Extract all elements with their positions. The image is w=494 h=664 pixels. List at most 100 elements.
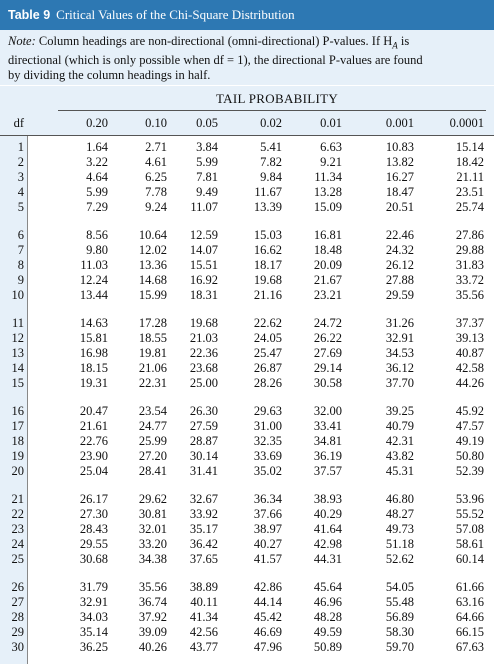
table-row: 7 9.80 12.02 14.07 16.62 18.48 24.32 29.88	[0, 243, 494, 258]
table-row: 19 23.90 27.20 30.14 33.69 36.19 43.82 50.80	[0, 449, 494, 464]
value-cell: 25.00	[189, 376, 218, 390]
value-cell: 11.67	[254, 185, 282, 199]
value-cell: 61.66	[455, 580, 484, 594]
value-cell: 29.88	[455, 243, 484, 257]
note-line-1: Note: Column headings are non-directiona…	[8, 34, 486, 53]
value-cell: 18.47	[385, 185, 414, 199]
table-title: Critical Values of the Chi-Square Distri…	[56, 7, 295, 22]
value-cell: 21.16	[253, 288, 282, 302]
value-cell: 18.15	[79, 361, 108, 375]
value-cell: 5.99	[196, 155, 218, 169]
column-header-0-10: 0.10	[145, 116, 167, 130]
value-cell: 42.56	[189, 625, 218, 639]
value-cell: 33.20	[138, 537, 167, 551]
value-cell: 9.49	[196, 185, 218, 199]
table-row: 17 21.61 24.77 27.59 31.00 33.41 40.79 47.57	[0, 419, 494, 434]
value-cell: 18.55	[138, 331, 167, 345]
value-cell: 22.46	[385, 228, 414, 242]
value-cell: 6.25	[145, 170, 167, 184]
value-cell: 38.89	[189, 580, 218, 594]
value-cell: 56.89	[385, 610, 414, 624]
table-row: 6 8.56 10.64 12.59 15.03 16.81 22.46 27.86	[0, 228, 494, 243]
value-cell: 22.36	[189, 346, 218, 360]
value-cell: 31.41	[189, 464, 218, 478]
value-cell: 13.28	[313, 185, 342, 199]
value-cell: 42.31	[385, 434, 414, 448]
table-row: 3 4.64 6.25 7.81 9.84 11.34 16.27 21.11	[0, 170, 494, 185]
value-cell: 15.09	[313, 200, 342, 214]
table-row: 26 31.79 35.56 38.89 42.86 45.64 54.05 61.66	[0, 580, 494, 595]
value-cell: 54.05	[385, 580, 414, 594]
value-cell: 34.53	[385, 346, 414, 360]
value-cell: 32.35	[253, 434, 282, 448]
table-row: 11 14.63 17.28 19.68 22.62 24.72 31.26 37.37	[0, 316, 494, 331]
df-cell: 29	[11, 625, 25, 639]
value-cell: 30.68	[79, 552, 108, 566]
value-cell: 29.63	[253, 404, 282, 418]
note-text-1: Column headings are non-directional (omn…	[35, 34, 393, 48]
value-cell: 8.56	[86, 228, 108, 242]
df-header: df	[13, 116, 24, 130]
value-cell: 26.87	[253, 361, 282, 375]
value-cell: 31.00	[253, 419, 282, 433]
value-cell: 7.81	[196, 170, 218, 184]
column-header-0-0001: 0.0001	[449, 116, 484, 130]
value-cell: 39.09	[138, 625, 167, 639]
value-cell: 5.99	[86, 185, 108, 199]
value-cell: 36.25	[79, 640, 108, 654]
value-cell: 55.52	[455, 507, 484, 521]
table-row: 9 12.24 14.68 16.92 19.68 21.67 27.88 33.72	[0, 273, 494, 288]
df-cell: 19	[11, 449, 25, 463]
table-row: 23 28.43 32.01 35.17 38.97 41.64 49.73 57.08	[0, 522, 494, 537]
table-row: 2 3.22 4.61 5.99 7.82 9.21 13.82 18.42	[0, 155, 494, 170]
df-cell: 22	[11, 507, 25, 521]
group-separator	[28, 220, 494, 221]
value-cell: 33.72	[455, 273, 484, 287]
value-cell: 42.58	[455, 361, 484, 375]
table-row: 16 20.47 23.54 26.30 29.63 32.00 39.25 45.92	[0, 404, 494, 419]
table-row: 5 7.29 9.24 11.07 13.39 15.09 20.51 25.74	[0, 200, 494, 215]
value-cell: 14.07	[189, 243, 218, 257]
value-cell: 35.02	[253, 464, 282, 478]
value-cell: 31.83	[455, 258, 484, 272]
value-cell: 35.17	[189, 522, 218, 536]
value-cell: 16.27	[385, 170, 414, 184]
value-cell: 14.63	[79, 316, 108, 330]
value-cell: 41.34	[189, 610, 218, 624]
value-cell: 36.19	[313, 449, 342, 463]
group-separator	[28, 484, 494, 485]
value-cell: 50.89	[313, 640, 342, 654]
df-cell: 9	[17, 273, 24, 287]
tail-probability-header: TAIL PROBABILITY	[0, 85, 494, 110]
df-cell: 8	[17, 258, 24, 272]
df-cell: 30	[11, 640, 25, 654]
df-cell: 11	[11, 316, 24, 330]
value-cell: 18.31	[189, 288, 218, 302]
column-header-0-02: 0.02	[260, 116, 282, 130]
note-line-3: by dividing the column headings in half.	[8, 67, 211, 82]
value-cell: 25.74	[455, 200, 484, 214]
table-row: 24 29.55 33.20 36.42 40.27 42.98 51.18 58.61	[0, 537, 494, 552]
value-cell: 33.92	[189, 507, 218, 521]
value-cell: 36.42	[189, 537, 218, 551]
value-cell: 19.81	[138, 346, 167, 360]
value-cell: 37.92	[138, 610, 167, 624]
value-cell: 32.01	[138, 522, 167, 536]
group-separator	[28, 396, 494, 397]
value-cell: 27.69	[313, 346, 342, 360]
df-cell: 25	[11, 552, 25, 566]
value-cell: 66.15	[455, 625, 484, 639]
value-cell: 43.82	[385, 449, 414, 463]
df-cell: 10	[11, 288, 25, 302]
value-cell: 22.62	[253, 316, 282, 330]
value-cell: 24.77	[138, 419, 167, 433]
group-separator	[28, 572, 494, 573]
df-cell: 28	[11, 610, 25, 624]
value-cell: 63.16	[455, 595, 484, 609]
value-cell: 24.72	[313, 316, 342, 330]
value-cell: 40.26	[138, 640, 167, 654]
value-cell: 15.81	[79, 331, 108, 345]
value-cell: 16.98	[79, 346, 108, 360]
value-cell: 32.67	[189, 492, 218, 506]
df-cell: 20	[11, 464, 25, 478]
